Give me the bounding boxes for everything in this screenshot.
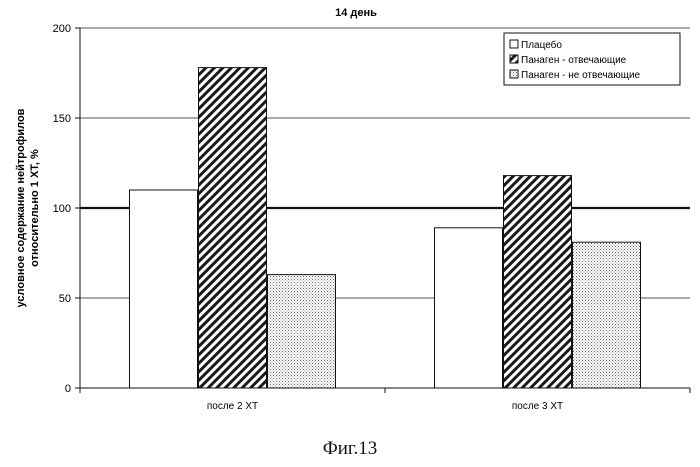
legend: Плацебо Панаген - отвечающие Панаген - не … xyxy=(504,33,680,85)
bar-chart: 14 день после 2 ХТ после 3 ХТ 0 50 100 150 200… xyxy=(0,0,700,430)
bar xyxy=(504,176,572,388)
x-tick-label: после 3 ХТ xyxy=(512,401,563,412)
bar xyxy=(199,68,267,388)
chart-title: 14 день xyxy=(335,7,377,19)
x-tick-label: после 2 ХТ xyxy=(207,401,258,412)
bar xyxy=(130,190,198,388)
legend-swatch xyxy=(510,40,518,48)
y-axis-label-line-2: относительно 1 ХТ, % xyxy=(29,149,41,267)
legend-swatch xyxy=(510,55,518,63)
y-tick-label: 200 xyxy=(53,23,71,35)
bar xyxy=(268,275,336,388)
y-tick-label: 150 xyxy=(53,113,71,125)
y-tick-label: 100 xyxy=(53,203,71,215)
y-axis-label: условное содержание нейтрофилов относите… xyxy=(15,108,41,307)
y-axis-label-line-1: условное содержание нейтрофилов xyxy=(15,108,27,307)
y-tick-label: 0 xyxy=(65,383,71,395)
bars xyxy=(130,68,641,388)
legend-label: Панаген - отвечающие xyxy=(521,55,627,66)
figure-caption: Фиг.13 xyxy=(0,438,700,460)
legend-swatch xyxy=(510,70,518,78)
legend-label: Плацебо xyxy=(521,39,562,51)
bar xyxy=(573,242,641,388)
y-tick-label: 50 xyxy=(59,293,71,305)
bar xyxy=(435,228,503,388)
legend-label: Панаген - не отвечающие xyxy=(521,70,641,81)
